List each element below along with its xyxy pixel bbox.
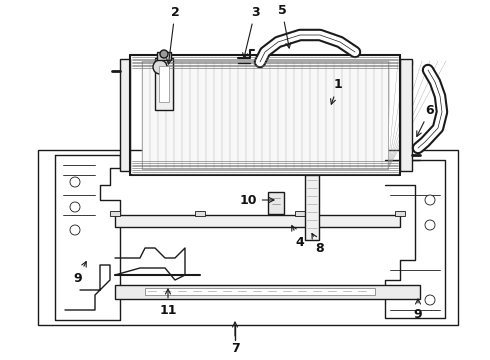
Bar	[110, 211, 120, 216]
Circle shape	[70, 177, 80, 187]
Text: 1: 1	[331, 78, 343, 104]
Text: 7: 7	[231, 322, 240, 355]
Text: 8: 8	[312, 234, 324, 255]
Bar	[395, 211, 405, 216]
Circle shape	[425, 295, 435, 305]
Text: 10: 10	[239, 194, 274, 207]
Polygon shape	[120, 59, 130, 171]
Bar	[305, 175, 319, 240]
Bar	[159, 66, 169, 102]
Bar	[295, 211, 305, 216]
Text: 11: 11	[159, 289, 177, 316]
Text: 9: 9	[414, 299, 422, 321]
Bar	[268, 192, 284, 214]
Circle shape	[425, 220, 435, 230]
Bar	[115, 215, 400, 227]
Text: 5: 5	[278, 4, 291, 48]
Text: 4: 4	[292, 226, 304, 248]
Text: 3: 3	[243, 5, 259, 58]
Bar	[115, 285, 420, 299]
Circle shape	[70, 202, 80, 212]
Text: 2: 2	[167, 5, 179, 64]
Text: 6: 6	[417, 104, 434, 136]
Circle shape	[153, 60, 167, 74]
Circle shape	[160, 50, 168, 58]
Bar	[142, 61, 388, 169]
Bar	[145, 288, 375, 295]
Circle shape	[425, 195, 435, 205]
Bar	[155, 58, 173, 110]
Bar	[38, 150, 458, 325]
Bar	[195, 211, 205, 216]
Circle shape	[70, 225, 80, 235]
Text: 9: 9	[74, 262, 86, 284]
Bar	[157, 52, 171, 60]
Polygon shape	[400, 59, 412, 171]
